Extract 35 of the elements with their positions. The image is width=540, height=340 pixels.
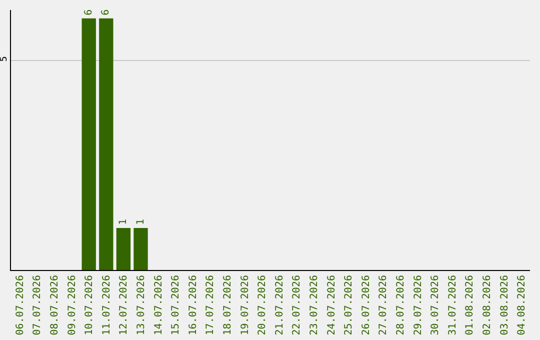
x-tick-label: 23.07.2026 <box>309 275 320 336</box>
x-tick-label: 22.07.2026 <box>292 275 303 336</box>
x-tick-label: 15.07.2026 <box>170 275 182 336</box>
data-label: 1 <box>135 219 146 226</box>
x-tick-label: 24.07.2026 <box>326 275 338 336</box>
x-tick-label: 11.07.2026 <box>101 275 112 336</box>
y-tick-label: 5 <box>0 56 10 62</box>
data-label: 6 <box>83 9 94 16</box>
x-tick-label: 04.08.2026 <box>516 275 528 336</box>
x-tick-label: 31.07.2026 <box>447 275 458 336</box>
x-tick-label: 21.07.2026 <box>274 275 286 336</box>
x-tick-label: 18.07.2026 <box>222 275 234 336</box>
x-tick-label: 20.07.2026 <box>257 275 268 336</box>
x-tick-label: 26.07.2026 <box>360 275 372 336</box>
x-tick-label: 25.07.2026 <box>344 275 355 336</box>
x-tick-label: 02.08.2026 <box>482 275 493 336</box>
x-tick-label: 17.07.2026 <box>205 275 216 336</box>
x-tick-label: 14.07.2026 <box>153 275 164 336</box>
x-tick-label: 16.07.2026 <box>188 275 199 336</box>
x-tick-label: 01.08.2026 <box>464 275 476 336</box>
x-tick-label: 19.07.2026 <box>240 275 251 336</box>
x-tick-label: 10.07.2026 <box>84 275 96 336</box>
x-tick-label: 03.08.2026 <box>499 275 510 336</box>
x-tick-label: 30.07.2026 <box>430 275 442 336</box>
x-tick-label: 08.07.2026 <box>50 275 60 336</box>
x-tick-label: 06.07.2026 <box>14 275 26 336</box>
data-label: 6 <box>100 9 112 16</box>
x-tick-label: 27.07.2026 <box>378 275 390 336</box>
x-tick-label: 07.07.2026 <box>32 275 44 336</box>
x-tick-label: 09.07.2026 <box>66 275 78 336</box>
data-label: 1 <box>118 219 129 226</box>
x-tick-label: 12.07.2026 <box>118 275 130 336</box>
x-tick-label: 28.07.2026 <box>396 275 406 336</box>
x-tick-label: 29.07.2026 <box>412 275 424 336</box>
x-tick-label: 13.07.2026 <box>136 275 147 336</box>
